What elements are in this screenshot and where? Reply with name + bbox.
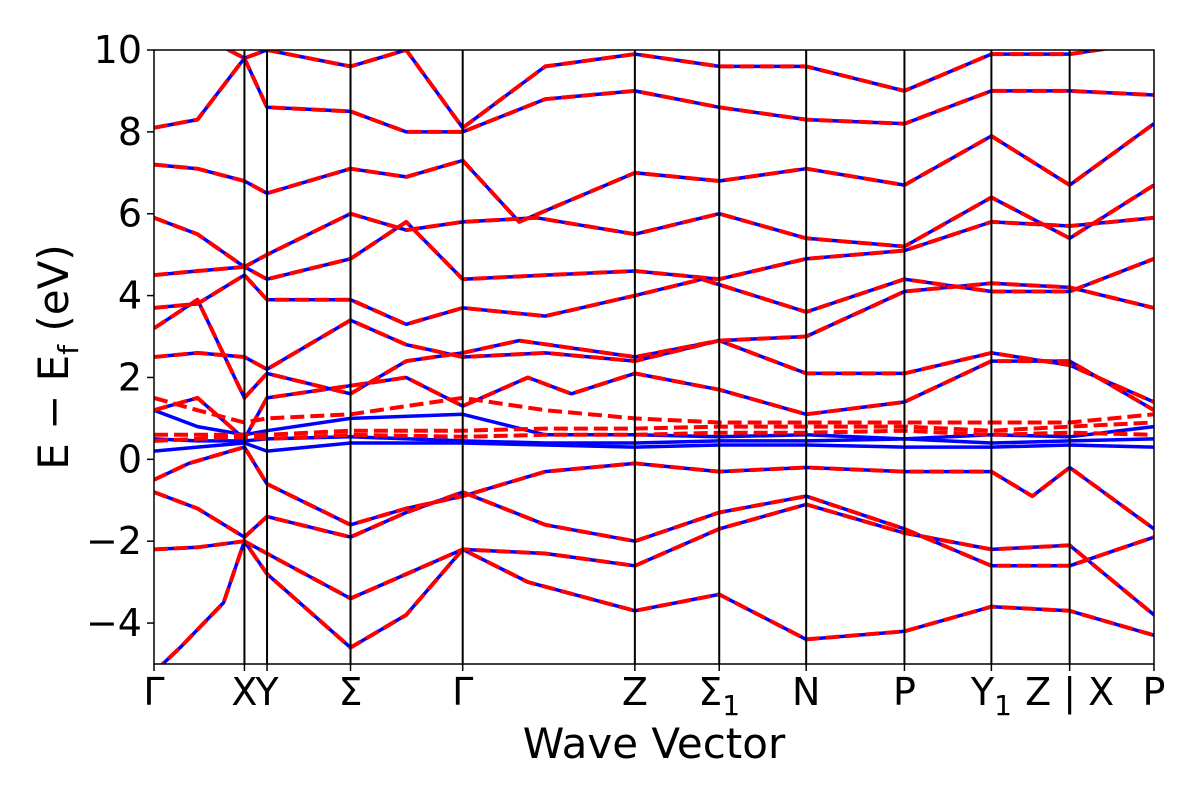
dashed-band-13 (154, 122, 1154, 224)
dashed-band-9 (154, 281, 1154, 400)
dashed-band-1 (154, 539, 1154, 650)
x-tick-label-10: Z | X (1025, 670, 1114, 715)
x-tick-label-sub-6: 1 (722, 689, 740, 722)
solid-band-11 (154, 216, 1154, 281)
x-tick-label-5: Z (622, 670, 648, 714)
y-tick-label-6: 8 (118, 110, 142, 154)
high-symmetry-lines (243, 50, 1071, 664)
y-axis-title: E − Ef (eV) (29, 244, 85, 470)
solid-band-5 (154, 435, 1154, 445)
x-tick-label-6: Σ1 (698, 670, 740, 722)
y-axis: −4 −2 0 2 4 6 8 10 (86, 28, 154, 645)
y-axis-title-main: E − E (29, 355, 78, 470)
x-tick-label-sub-9: 1 (994, 689, 1012, 722)
y-tick-label-1: −2 (86, 519, 142, 563)
dashed-band-2 (154, 490, 1154, 568)
x-tick-label-8: P (893, 670, 916, 714)
y-tick-label-5: 6 (118, 192, 142, 236)
solid-band-15 (224, 50, 1110, 130)
x-tick-label-11: P (1143, 670, 1166, 714)
dashed-band-14 (154, 56, 1154, 134)
x-tick-label-2: Y (254, 670, 279, 714)
y-axis-title-sub: f (52, 344, 85, 355)
x-tick-label-4: Γ (452, 670, 473, 714)
plot-frame (153, 49, 1155, 665)
dashed-band-0 (159, 502, 1154, 664)
dashed-band-8 (154, 318, 1154, 404)
y-tick-label-4: 4 (118, 274, 142, 318)
dashed-band-7 (154, 359, 1154, 441)
y-tick-label-0: −4 (86, 601, 142, 645)
y-tick-label-3: 2 (118, 355, 142, 399)
x-tick-label-9: Y1 (970, 670, 1012, 722)
dashed-band-3 (154, 445, 1154, 531)
y-tick-label-7: 10 (94, 28, 142, 72)
solid-band-12 (154, 183, 1154, 269)
band-lines (154, 50, 1154, 664)
x-tick-label-3: Σ (339, 670, 363, 714)
solid-band-0 (160, 502, 1154, 664)
solid-band-3 (154, 445, 1154, 531)
dashed-band-10 (154, 256, 1154, 327)
y-axis-title-unit: (eV) (29, 244, 78, 345)
x-tick-label-7: N (792, 670, 820, 714)
dashed-band-11 (154, 215, 1154, 282)
solid-band-4 (154, 441, 1154, 453)
dashed-band-15 (224, 50, 1112, 130)
x-axis-title: Wave Vector (523, 719, 786, 768)
x-tick-label-1: X (231, 670, 257, 714)
series-dashed (154, 50, 1154, 664)
x-tick-label-0: Γ (143, 670, 164, 714)
x-axis: Γ XY Σ Γ Z Σ1 N P Y1 Z | X P (143, 664, 1165, 722)
dashed-band-12 (154, 183, 1154, 269)
y-tick-label-2: 0 (118, 437, 142, 481)
dashed-band-6 (154, 395, 1154, 425)
dashed-band-5 (154, 420, 1154, 437)
dashed-band-4 (154, 428, 1154, 443)
